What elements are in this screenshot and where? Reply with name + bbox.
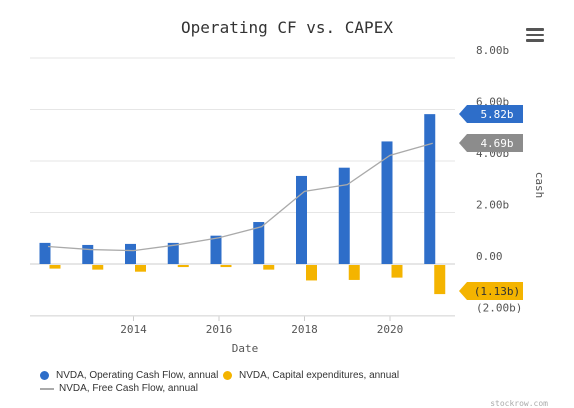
hamburger-menu-icon[interactable] xyxy=(526,28,544,42)
last-value-label-ocf-bg xyxy=(459,105,523,123)
y-axis-title: cash xyxy=(533,172,546,199)
bar-capital-expenditures xyxy=(391,265,403,278)
legend-item-capex[interactable]: NVDA, Capital expenditures, annual xyxy=(223,370,399,381)
line-free-cash-flow xyxy=(47,142,433,252)
legend-swatch-fcf xyxy=(40,387,54,390)
bar-operating-cash-flow xyxy=(82,244,94,264)
x-axis-title: Date xyxy=(232,342,259,355)
last-value-label-capex: (1.13b) xyxy=(474,285,520,298)
last-value-label-capex-bg xyxy=(459,282,523,300)
bar-capital-expenditures xyxy=(306,265,317,281)
legend-swatch-capex xyxy=(223,371,232,380)
bar-operating-cash-flow xyxy=(210,235,222,264)
x-tick-label: 2020 xyxy=(377,323,404,336)
x-tick-label: 2014 xyxy=(120,323,147,336)
bar-capital-expenditures xyxy=(177,265,189,268)
bar-capital-expenditures xyxy=(135,265,146,272)
last-value-label-fcf-bg xyxy=(459,134,523,152)
bar-operating-cash-flow xyxy=(125,243,136,264)
y-tick-label: 2.00b xyxy=(476,199,509,212)
legend-swatch-ocf xyxy=(40,371,49,380)
last-value-label-fcf: 4.69b xyxy=(480,137,513,150)
bar-capital-expenditures xyxy=(49,265,61,269)
bar-capital-expenditures xyxy=(92,265,104,270)
bar-operating-cash-flow xyxy=(253,222,265,264)
bar-operating-cash-flow xyxy=(424,114,436,264)
y-tick-label: 0.00 xyxy=(476,250,503,263)
bar-capital-expenditures xyxy=(220,265,232,268)
y-tick-label: 8.00b xyxy=(476,44,509,57)
chart-title: Operating CF vs. CAPEX xyxy=(181,18,393,37)
bar-operating-cash-flow xyxy=(338,167,350,264)
legend-label-ocf: NVDA, Operating Cash Flow, annual xyxy=(56,370,219,381)
legend-label-capex: NVDA, Capital expenditures, annual xyxy=(239,370,400,381)
x-tick-label: 2018 xyxy=(291,323,318,336)
bar-capital-expenditures xyxy=(263,265,275,270)
bar-capital-expenditures xyxy=(348,265,360,280)
legend-item-ocf[interactable]: NVDA, Operating Cash Flow, annual xyxy=(40,370,218,381)
last-value-label-ocf: 5.82b xyxy=(480,108,513,121)
legend-item-fcf[interactable]: NVDA, Free Cash Flow, annual xyxy=(40,383,198,394)
bar-operating-cash-flow xyxy=(296,175,307,264)
bar-capital-expenditures xyxy=(434,265,446,295)
legend-label-fcf: NVDA, Free Cash Flow, annual xyxy=(59,383,198,394)
bar-operating-cash-flow xyxy=(167,242,179,264)
bar-operating-cash-flow xyxy=(381,141,393,264)
x-tick-label: 2016 xyxy=(206,323,233,336)
y-tick-label: (2.00b) xyxy=(476,302,522,315)
watermark: stockrow.com xyxy=(490,399,548,408)
bar-operating-cash-flow xyxy=(39,242,51,264)
